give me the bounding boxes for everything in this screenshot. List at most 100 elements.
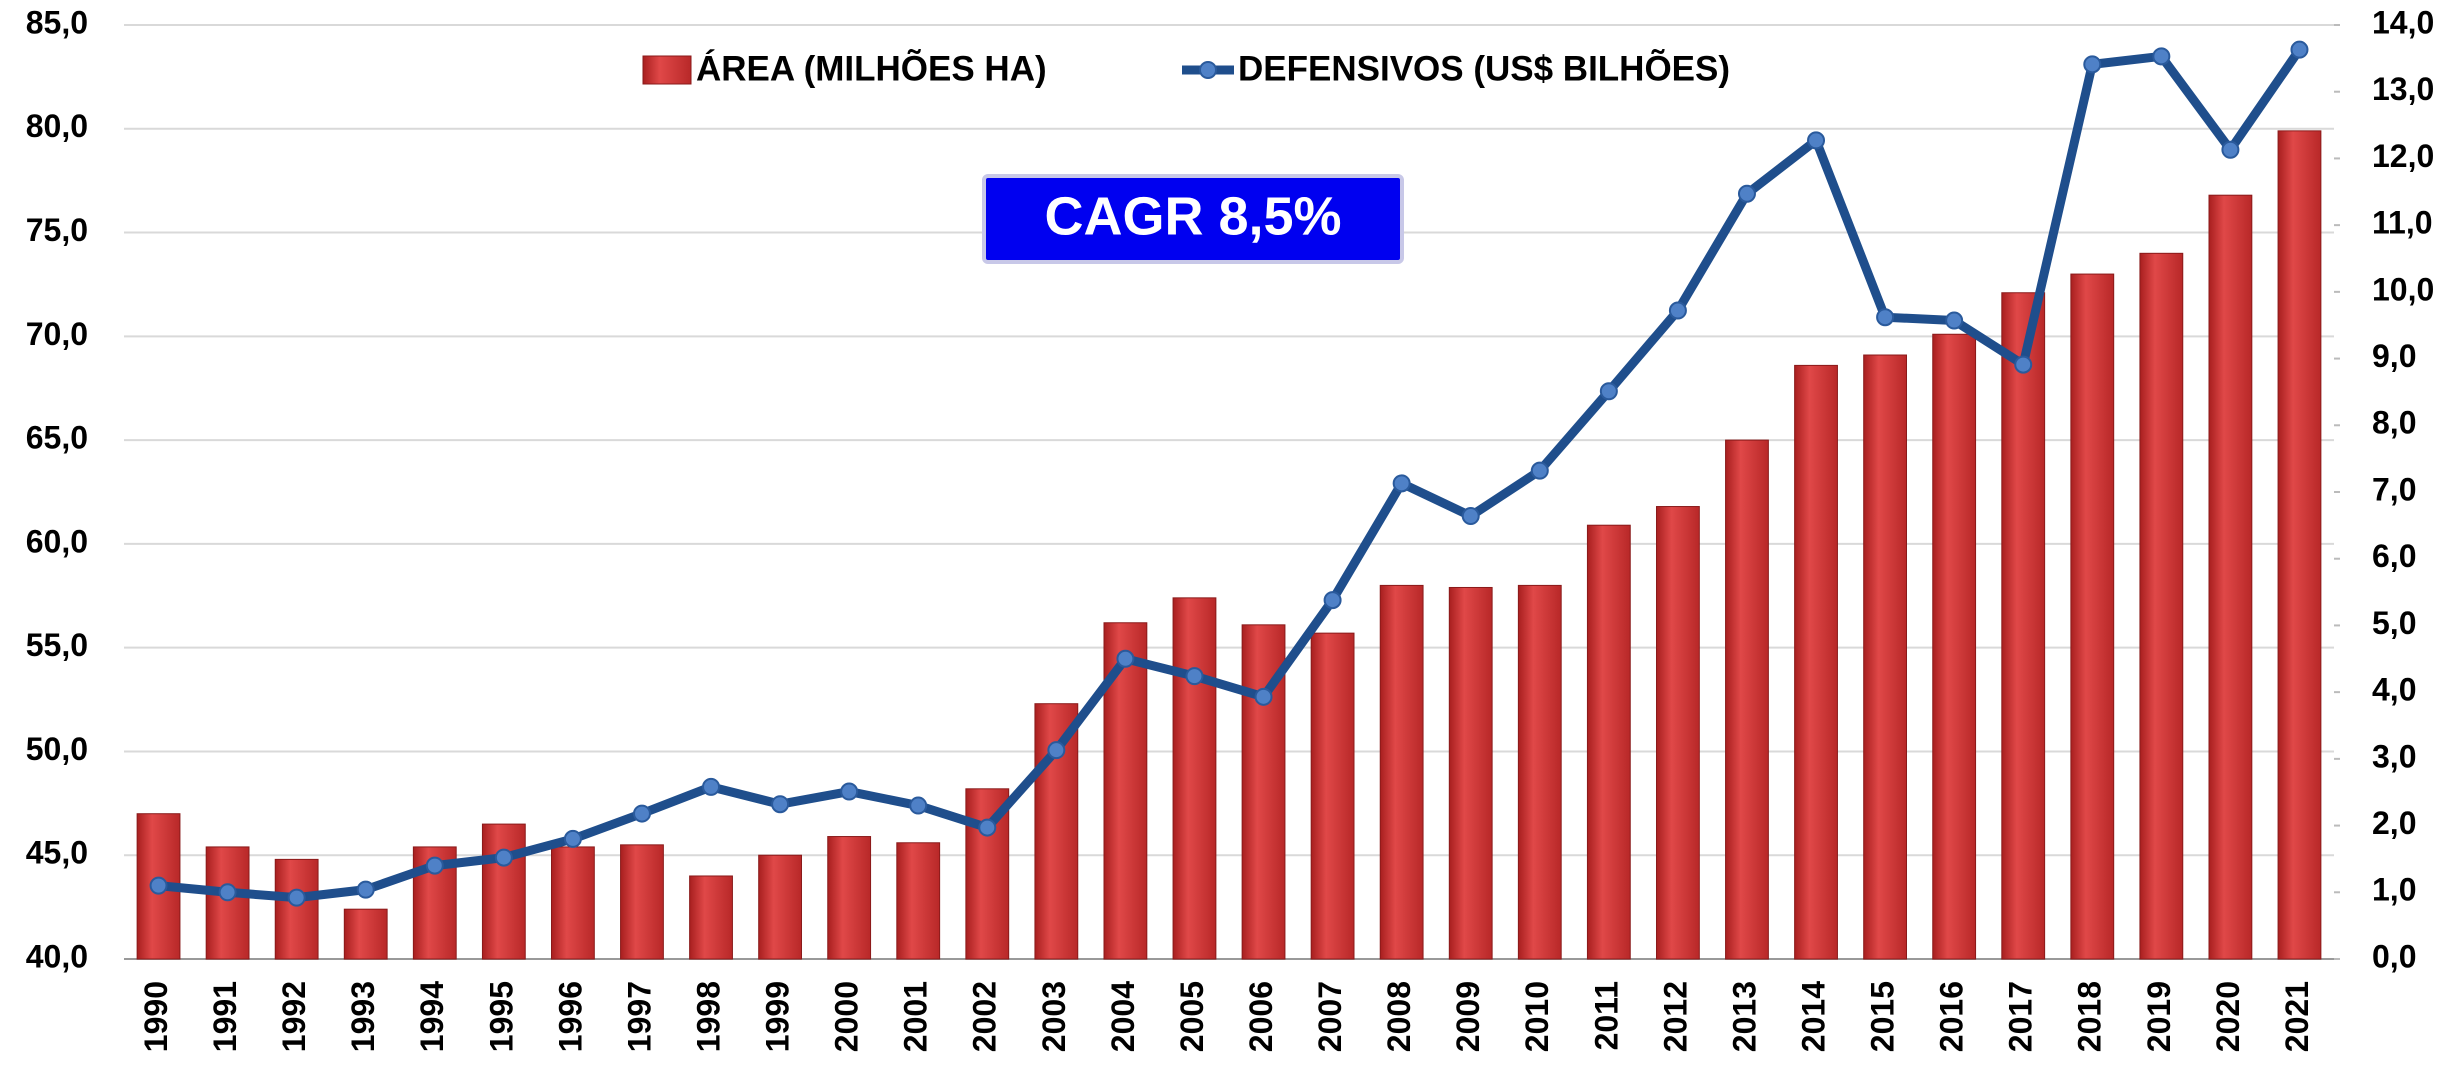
y2-tick-label: 12,0 [2372,138,2434,174]
marker [149,876,168,895]
bar [1932,333,1977,960]
marker [2290,40,2309,59]
x-tick-label: 2013 [1726,981,1762,1052]
bar [2277,130,2322,960]
bar [1517,584,1562,960]
x-tick-label: 1993 [345,981,381,1052]
y-tick-label: 50,0 [26,731,88,767]
line [158,47,2304,903]
bar [1863,354,1908,960]
y2-tick-label: 1,0 [2372,872,2416,908]
bar [1448,586,1493,960]
marker [1047,741,1066,760]
x-tick-label: 1997 [621,981,657,1052]
marker [909,796,928,815]
marker [1392,474,1411,493]
marker [494,848,513,867]
x-tick-label: 2018 [2072,981,2108,1052]
x-tick-label: 2020 [2210,981,2246,1052]
x-tick-label: 2008 [1381,981,1417,1052]
legend-swatch [1199,61,1217,79]
bar [896,842,941,960]
x-tick-label: 2000 [829,981,865,1052]
bar [2208,194,2253,960]
x-tick-label: 1996 [552,981,588,1052]
y-tick-label: 60,0 [26,523,88,559]
bar [1655,506,1700,960]
x-tick-label: 1991 [207,981,243,1052]
x-tick-label: 2006 [1243,981,1279,1052]
bar [550,846,595,960]
x-tick-label: 2016 [1934,981,1970,1052]
y2-tick-label: 4,0 [2372,672,2416,708]
bar [2070,273,2115,960]
x-tick-label: 2007 [1312,981,1348,1052]
annotation-box [982,174,1404,264]
bar [827,836,872,960]
marker [1254,687,1273,706]
marker [1461,507,1480,526]
x-tick-label: 2015 [1865,981,1901,1052]
y2-tick-label: 2,0 [2372,805,2416,841]
x-tick-label: 1990 [138,981,174,1052]
bar [481,823,526,960]
x-tick-label: 2001 [898,981,934,1052]
x-tick-label: 2004 [1105,981,1141,1052]
y-tick-label: 55,0 [26,627,88,663]
x-tick-label: 1995 [483,981,519,1052]
y2-tick-label: 11,0 [2372,205,2433,241]
bar [620,844,664,960]
marker [632,804,651,823]
marker [1737,184,1756,203]
marker [1945,311,1964,330]
y2-tick-label: 0,0 [2372,938,2416,974]
marker [1668,301,1687,320]
bar [689,875,733,960]
y2-tick-label: 5,0 [2372,605,2416,641]
bar [1310,632,1355,960]
bar [758,854,803,960]
y-tick-label: 65,0 [26,420,88,456]
marker [2152,47,2171,66]
y2-tick-label: 8,0 [2372,405,2416,441]
marker [1116,649,1135,668]
marker [771,795,790,814]
marker [702,777,721,796]
bar [1172,597,1217,960]
y2-tick-label: 13,0 [2372,71,2434,107]
y-tick-label: 75,0 [26,212,88,248]
x-tick-label: 2002 [967,981,1003,1052]
y-tick-label: 80,0 [26,108,88,144]
bar [205,846,250,960]
legend-label: DEFENSIVOS (US$ BILHÕES) [1238,48,1730,88]
x-tick-label: 2010 [1519,981,1555,1052]
y2-tick-label: 7,0 [2372,471,2416,507]
marker [1530,461,1549,480]
x-tick-label: 2012 [1657,981,1693,1052]
x-tick-label: 2011 [1588,981,1624,1050]
y-tick-label: 85,0 [26,4,88,40]
marker [2014,355,2033,374]
legend-swatch [642,55,692,85]
x-tick-label: 2017 [2003,981,2039,1052]
y2-tick-label: 10,0 [2372,271,2434,307]
x-tick-label: 2014 [1795,981,1831,1052]
y2-tick-label: 14,0 [2372,4,2434,40]
marker [1323,591,1342,610]
marker [1599,382,1618,401]
x-tick-label: 1998 [690,981,726,1052]
legend-label: ÁREA (MILHÕES HA) [696,48,1047,88]
bar [2139,252,2184,960]
bar [1586,524,1631,960]
bar [343,908,388,960]
marker [287,888,306,907]
annotation: CAGR 8,5% [1044,186,1341,246]
marker [2083,55,2102,74]
x-tick-label: 1994 [414,981,450,1052]
bar [2001,292,2046,960]
marker [1185,667,1204,686]
x-tick-label: 2021 [2279,981,2315,1052]
x-tick-label: 2005 [1174,981,1210,1052]
x-tick-label: 2003 [1036,981,1072,1052]
marker [978,818,997,837]
